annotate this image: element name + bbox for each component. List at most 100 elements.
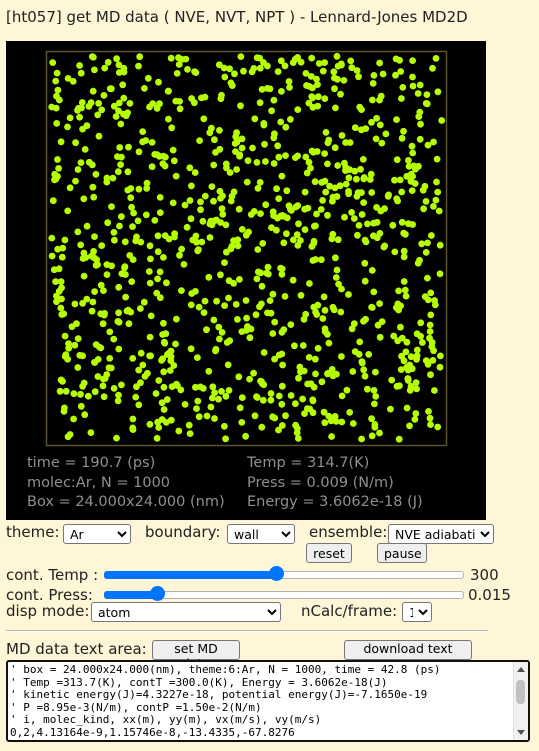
particle [417,120,424,128]
simulation-canvas[interactable] [6,41,486,520]
particle [334,162,342,169]
download-text-button[interactable]: download text area [344,640,472,671]
particle [164,87,172,95]
particle [325,136,333,144]
particle [324,211,331,219]
slider-thumb[interactable] [269,566,284,581]
particle [227,245,235,253]
particle [399,84,407,91]
slider-thumb[interactable] [150,586,165,601]
particle [84,392,92,400]
particle [315,60,323,67]
particle [396,382,403,390]
particle [203,412,211,420]
particle [329,230,337,238]
particle [394,300,402,308]
disp-mode-select[interactable]: atom [91,602,281,622]
particle [274,68,282,75]
particle [278,265,286,273]
particle [429,64,436,72]
scroll-thumb[interactable] [516,680,525,704]
particle [398,188,406,196]
particle [57,138,65,146]
md-data-textarea[interactable]: ' box = 24.000x24.000(nm), theme:6:Ar, N… [6,660,530,742]
particle [334,75,341,83]
particle [53,120,61,127]
particle [412,165,419,173]
particle [309,397,317,405]
particle [160,368,168,376]
particle [142,137,150,144]
particle [292,400,299,408]
particle [197,206,204,214]
particle [137,379,144,387]
particle [135,366,143,374]
particle [92,170,100,178]
particle [258,423,266,431]
particle [413,346,421,354]
particle [306,280,313,287]
boundary-select[interactable]: wall [227,524,295,544]
reset-button[interactable]: reset [306,543,352,563]
particle [278,422,286,429]
particle [370,288,378,296]
theme-select[interactable]: Ar [63,524,131,544]
particle [302,70,310,77]
particle [338,418,346,426]
particle [210,197,217,205]
scroll-up-icon[interactable] [517,667,525,672]
particle [57,278,65,285]
particle [364,385,371,393]
particle [201,93,209,101]
particle [338,353,345,360]
textarea-scrollbar[interactable] [513,662,528,740]
slider-fill [104,591,158,599]
particle [135,148,143,156]
particle [221,422,228,430]
pause-button[interactable]: pause [377,543,427,563]
particle [221,73,229,81]
particle [367,170,375,178]
particle [154,232,162,240]
particle [236,276,243,283]
particle [143,179,151,187]
particle [319,315,327,322]
particle [114,397,122,405]
particle [256,64,264,72]
particle [378,139,386,147]
cont-temp-label: cont. Temp : [6,566,99,584]
set-md-data-button[interactable]: set MD data [152,640,240,671]
pressure-readout: Press = 0.009 (N/m) [247,475,394,491]
particle [147,352,155,360]
particle [137,349,145,357]
cont-press-slider[interactable] [104,584,464,604]
particle [309,84,316,92]
particle [408,142,416,150]
particle [358,106,365,113]
particle [270,160,278,167]
particle [194,247,202,255]
scroll-down-icon[interactable] [517,730,525,735]
particle [129,415,137,423]
particle [301,226,309,234]
particle [413,352,421,360]
particle [362,238,370,246]
particle [98,242,106,250]
particle [213,297,221,305]
particle [232,301,240,308]
particle [433,155,441,163]
particle [294,106,302,113]
particle [328,366,336,373]
page-title: [ht057] get MD data ( NVE, NVT, NPT ) - … [6,8,468,26]
particle [192,383,199,391]
particle-layer [48,52,446,443]
particle [368,267,376,274]
boundary-label: boundary: [145,523,221,541]
particle [128,203,135,211]
particle [90,193,98,201]
ncalc-select[interactable]: 1 [402,602,432,622]
ensemble-select[interactable]: NVE adiabatic [388,524,494,544]
cont-temp-slider[interactable] [104,564,464,584]
particle [147,312,155,320]
particle [376,429,383,437]
